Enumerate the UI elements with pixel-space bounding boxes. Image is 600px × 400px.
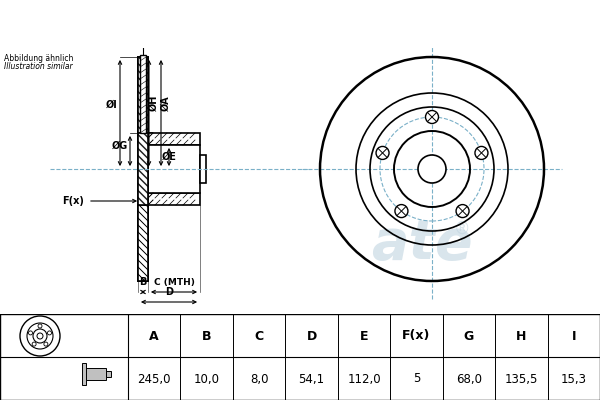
Text: 135,5: 135,5 [505,372,538,386]
Circle shape [425,110,439,124]
Text: G: G [464,330,474,342]
Circle shape [27,323,53,349]
Circle shape [376,146,389,160]
Bar [136,55,208,283]
Text: C (MTH): C (MTH) [154,278,194,287]
Text: D: D [307,330,317,342]
Text: ØI: ØI [106,100,118,110]
Text: Abbildung ähnlich: Abbildung ähnlich [4,54,73,63]
Circle shape [47,331,52,335]
Circle shape [37,333,43,339]
Text: 15,3: 15,3 [561,372,587,386]
Bar [138,205,148,281]
Text: 8,0: 8,0 [250,372,268,386]
Text: 68,0: 68,0 [456,372,482,386]
Text: B: B [139,277,146,287]
Bar [138,57,148,133]
Circle shape [38,324,42,328]
Bar [140,55,146,133]
Text: D: D [165,287,173,297]
Bar [138,57,148,281]
Circle shape [395,204,408,218]
Bar [138,205,148,281]
Text: ØG: ØG [112,141,128,151]
Text: ØH: ØH [149,95,159,111]
Text: E: E [360,330,368,342]
Circle shape [318,55,546,283]
Circle shape [32,342,36,346]
Text: 24.0110-0258.1    410258: 24.0110-0258.1 410258 [140,14,460,34]
Bar [148,193,200,205]
Text: Illustration similar: Illustration similar [4,62,73,71]
Bar [138,133,148,205]
Circle shape [418,155,446,183]
Text: ate: ate [371,217,473,271]
Text: B: B [202,330,211,342]
Bar [82,363,86,385]
Text: I: I [572,330,576,342]
Bar [200,155,206,183]
Bar [86,368,106,380]
Text: A: A [149,330,159,342]
Circle shape [475,146,488,160]
Text: H: H [516,330,527,342]
Bar [106,371,111,377]
Circle shape [44,342,48,346]
Text: 10,0: 10,0 [194,372,220,386]
Text: 112,0: 112,0 [347,372,381,386]
Bar [138,133,152,145]
Circle shape [456,204,469,218]
Text: F(x): F(x) [62,196,84,206]
Text: ®: ® [454,220,470,238]
Bar [148,145,200,193]
Bar [138,57,148,133]
Circle shape [33,329,47,343]
Text: 5: 5 [413,372,420,386]
Circle shape [28,331,32,335]
Text: 245,0: 245,0 [137,372,171,386]
Text: 54,1: 54,1 [298,372,325,386]
Text: ØA: ØA [161,95,171,111]
Text: F(x): F(x) [402,330,431,342]
Bar [148,133,200,145]
Text: C: C [254,330,263,342]
Text: ØE: ØE [161,152,176,162]
Circle shape [20,316,60,356]
